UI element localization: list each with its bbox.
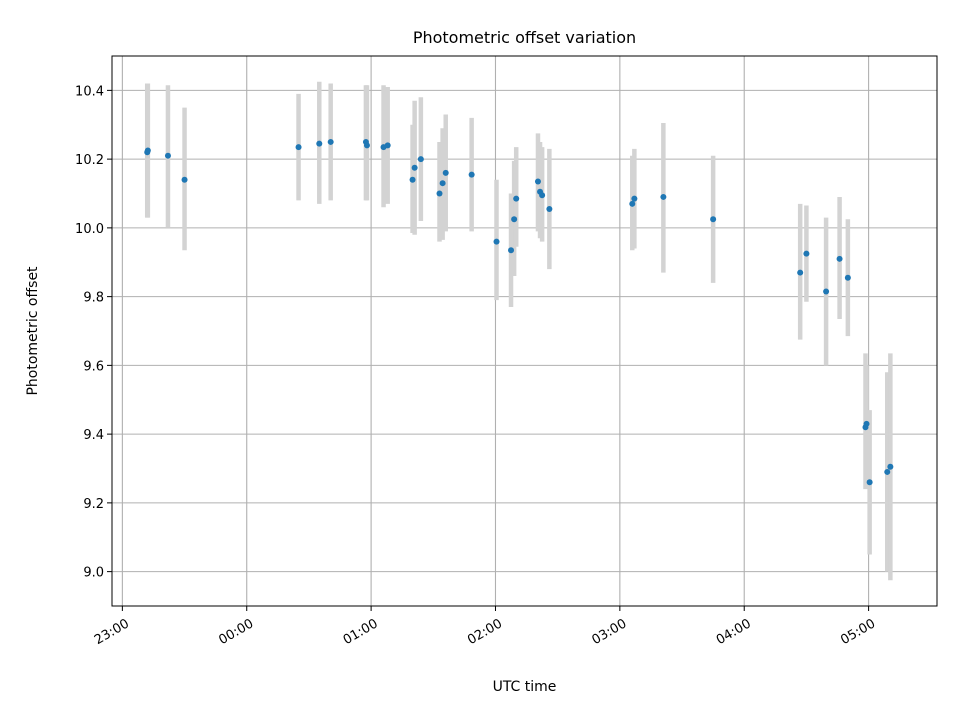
data-point <box>844 274 851 281</box>
data-point <box>417 156 424 163</box>
data-point <box>710 216 717 223</box>
y-tick-label: 9.8 <box>83 291 104 306</box>
plot-frame <box>111 55 938 607</box>
data-point <box>797 269 804 276</box>
data-point <box>660 193 667 200</box>
data-point <box>295 144 302 151</box>
y-tick-label: 9.0 <box>83 566 104 581</box>
data-point <box>534 178 541 185</box>
data-point <box>836 255 843 262</box>
data-point <box>866 479 873 486</box>
data-point <box>411 164 418 171</box>
y-tick-label: 10.4 <box>75 84 104 99</box>
data-point <box>629 200 636 207</box>
data-point <box>409 176 416 183</box>
data-point <box>511 216 518 223</box>
data-point <box>164 152 171 159</box>
y-axis-label: Photometric offset <box>25 266 41 396</box>
data-point <box>436 190 443 197</box>
data-point <box>384 142 391 149</box>
data-point <box>442 169 449 176</box>
data-point <box>363 142 370 149</box>
data-point <box>884 468 891 475</box>
data-point <box>513 195 520 202</box>
data-point <box>863 420 870 427</box>
data-point <box>823 288 830 295</box>
data-points <box>144 138 894 486</box>
data-point <box>493 238 500 245</box>
data-point <box>803 250 810 257</box>
data-point <box>144 147 151 154</box>
data-point <box>316 140 323 147</box>
grid <box>112 56 937 606</box>
data-point <box>539 192 546 199</box>
data-point <box>508 247 515 254</box>
data-point <box>181 176 188 183</box>
data-point <box>887 463 894 470</box>
y-tick-label: 9.4 <box>83 428 104 443</box>
y-tick-label: 10.2 <box>75 153 104 168</box>
y-tick-label: 9.2 <box>83 497 104 512</box>
y-tick-label: 10.0 <box>75 222 104 237</box>
data-point <box>546 205 553 212</box>
x-axis-label: UTC time <box>493 679 557 695</box>
data-point <box>327 138 334 145</box>
y-tick-label: 9.6 <box>83 359 104 374</box>
data-point <box>468 171 475 178</box>
data-point <box>631 195 638 202</box>
y-axis: 9.0 9.2 9.4 9.6 9.8 10.0 10.2 10.4 <box>75 84 112 581</box>
data-point <box>439 180 446 187</box>
plot-area <box>112 56 937 606</box>
chart-title: Photometric offset variation <box>413 28 636 47</box>
